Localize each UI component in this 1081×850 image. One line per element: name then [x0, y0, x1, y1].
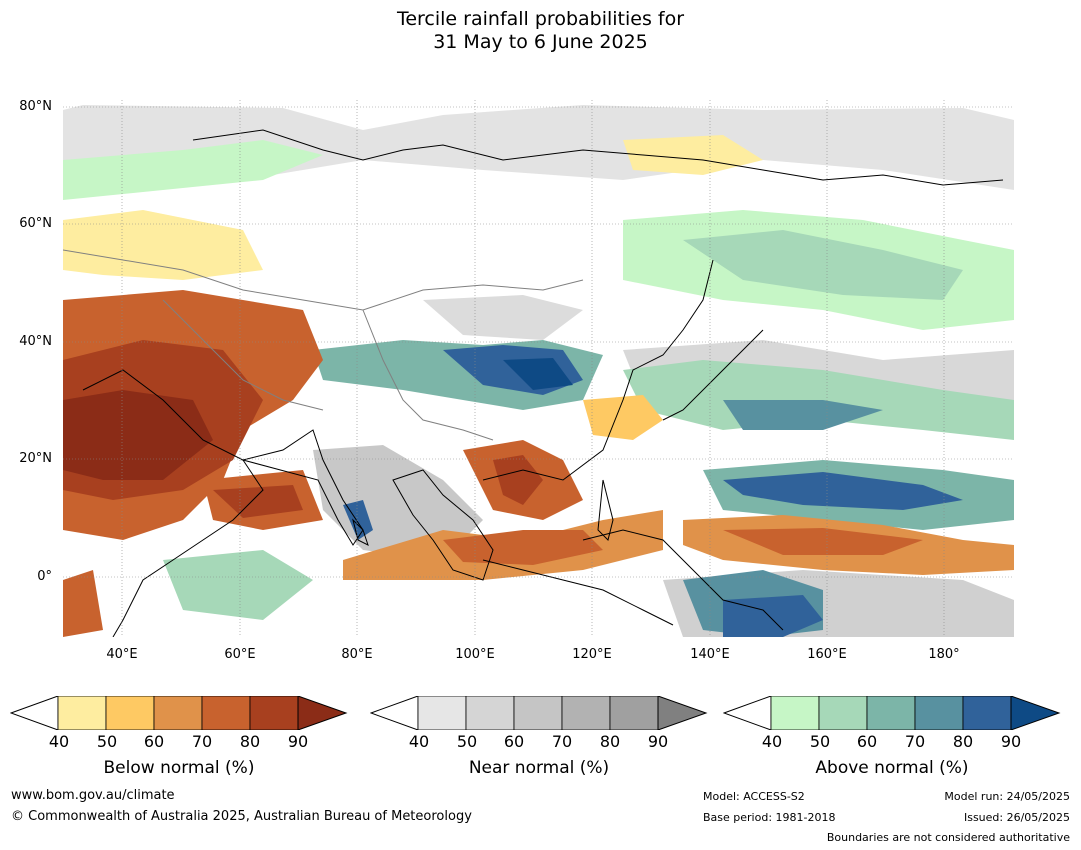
colorbar-extend-high [657, 696, 708, 730]
tick-above-80: 80 [952, 732, 974, 751]
lat-label-80n: 80°N [19, 99, 52, 114]
colorbar-segment [105, 696, 155, 730]
tick-above-60: 60 [856, 732, 878, 751]
colorbar-extend-low [370, 696, 419, 730]
map-title-line1: Tercile rainfall probabilities for [396, 8, 685, 30]
tick-below-50: 50 [96, 732, 118, 751]
map-title: Tercile rainfall probabilities for 31 Ma… [0, 8, 1081, 54]
lon-label-100e: 100°E [455, 647, 495, 662]
colorbar-segment [249, 696, 299, 730]
colorbar-extend-low [10, 696, 59, 730]
tick-below-80: 80 [239, 732, 261, 751]
colorbar-near-normal [370, 696, 708, 730]
colorbar-segment [962, 696, 1012, 730]
footer-issued: Issued: 26/05/2025 [963, 811, 1070, 824]
colorbar-segment [201, 696, 251, 730]
tick-near-70: 70 [551, 732, 573, 751]
country-borders [62, 249, 584, 441]
footer-model: Model: ACCESS-S2 [703, 790, 805, 803]
map-canvas [62, 100, 1014, 638]
lon-label-180: 180° [928, 647, 960, 662]
colorbar-segment [153, 696, 203, 730]
below-normal-regions [63, 135, 1014, 637]
colorbar-segment [417, 696, 467, 730]
tick-above-90: 90 [1000, 732, 1022, 751]
lon-label-140e: 140°E [690, 647, 730, 662]
colorbar-extend-high [1010, 696, 1061, 730]
lon-label-120e: 120°E [572, 647, 612, 662]
probability-map [62, 100, 1014, 638]
graticule [63, 100, 1014, 637]
tick-near-60: 60 [503, 732, 525, 751]
lon-label-60e: 60°E [224, 647, 256, 662]
colorbar-segment [866, 696, 916, 730]
colorbar-segment [57, 696, 107, 730]
coastlines [82, 129, 1004, 638]
colorbar-segment [770, 696, 820, 730]
lon-label-80e: 80°E [341, 647, 373, 662]
lat-label-20n: 20°N [19, 451, 52, 466]
tick-above-50: 50 [809, 732, 831, 751]
map-title-line2: 31 May to 6 June 2025 [433, 31, 648, 53]
colorbar-segment [818, 696, 868, 730]
tick-above-40: 40 [761, 732, 783, 751]
colorbar-extend-high [297, 696, 348, 730]
footer-model-run: Model run: 24/05/2025 [944, 790, 1070, 803]
lat-label-40n: 40°N [19, 334, 52, 349]
colorbar-near-title: Near normal (%) [468, 758, 610, 778]
colorbar-extend-low [723, 696, 772, 730]
colorbar-below-normal [10, 696, 348, 730]
tick-above-70: 70 [904, 732, 926, 751]
footer-disclaimer: Boundaries are not considered authoritat… [826, 831, 1070, 844]
tick-below-40: 40 [48, 732, 70, 751]
colorbar-below-title: Below normal (%) [103, 758, 255, 778]
colorbar-segment [465, 696, 515, 730]
colorbar-segment [561, 696, 611, 730]
lat-label-60n: 60°N [19, 216, 52, 231]
colorbar-above-normal [723, 696, 1061, 730]
tick-below-60: 60 [143, 732, 165, 751]
colorbar-segment [914, 696, 964, 730]
colorbar-above-title: Above normal (%) [815, 758, 969, 778]
lon-label-160e: 160°E [807, 647, 847, 662]
lat-label-0: 0° [37, 569, 52, 584]
footer-website: www.bom.gov.au/climate [11, 788, 175, 803]
tick-near-50: 50 [456, 732, 478, 751]
lon-label-40e: 40°E [106, 647, 138, 662]
footer-base-period: Base period: 1981-2018 [703, 811, 836, 824]
tick-near-90: 90 [647, 732, 669, 751]
tick-near-80: 80 [599, 732, 621, 751]
footer-copyright: © Commonwealth of Australia 2025, Austra… [11, 809, 472, 824]
above-normal-regions [63, 140, 1014, 637]
tick-near-40: 40 [408, 732, 430, 751]
colorbar-segment [609, 696, 659, 730]
tick-below-70: 70 [191, 732, 213, 751]
colorbar-segment [513, 696, 563, 730]
tick-below-90: 90 [287, 732, 309, 751]
